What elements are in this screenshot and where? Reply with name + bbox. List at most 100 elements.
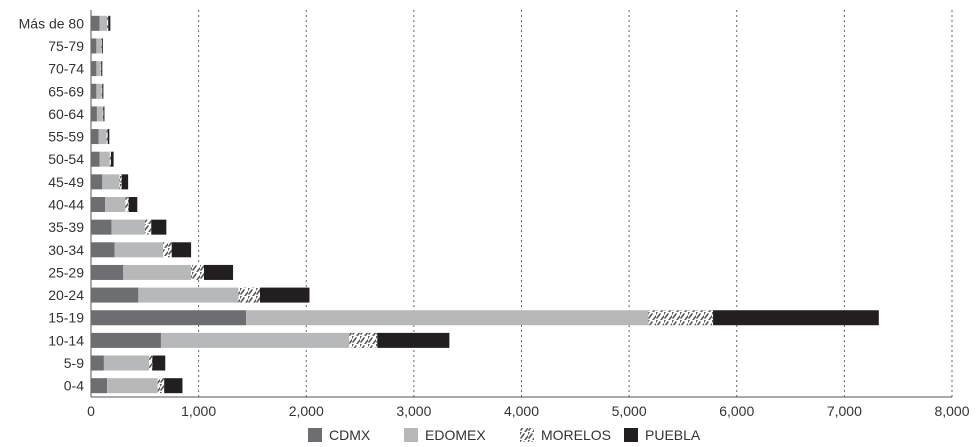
bar-segment-edomex [102,174,120,190]
bar-segment-cdmx [91,106,97,122]
x-tick-label: 3,000 [396,403,431,419]
category-label: 25-29 [48,264,84,280]
bar-segment-edomex [99,15,108,31]
bar-segment-morelos [157,378,165,394]
category-label: Más de 80 [19,15,85,31]
bar-segment-edomex [96,106,103,122]
bar-segment-cdmx [91,129,99,145]
bar-segment-puebla [121,174,129,190]
bar-segment-cdmx [91,61,97,77]
bar-segment-morelos [349,332,378,348]
bar-segment-edomex [160,332,350,348]
category-label: 30-34 [48,242,84,258]
legend-swatch-puebla [624,428,638,442]
x-tick-label: 6,000 [719,403,754,419]
bar-segment-puebla [107,129,110,145]
bar-segment-cdmx [91,355,104,371]
bar-segment-edomex [123,264,192,280]
bar-segment-puebla [128,197,138,212]
bar-segment-puebla [171,242,192,258]
bar-segment-edomex [107,378,158,394]
bar-segment-puebla [377,332,450,348]
bar-segment-cdmx [91,197,105,212]
bar-segment-morelos [163,242,172,258]
bar-segment-edomex [103,355,150,371]
legend-label-cdmx: CDMX [329,427,371,443]
x-tick-label: 7,000 [827,403,862,419]
x-tick-label: 4,000 [504,403,539,419]
legend-swatch-morelos [520,428,534,442]
bars [91,15,879,394]
category-label: 10-14 [48,332,84,348]
bar-segment-morelos [144,219,152,235]
legend-label-puebla: PUEBLA [645,427,701,443]
x-tick-label: 8,000 [934,403,969,419]
x-tick-label: 2,000 [289,403,324,419]
x-tick-label: 1,000 [181,403,216,419]
bar-segment-edomex [96,61,101,77]
bar-segment-morelos [191,264,205,280]
category-label: 55-59 [48,129,84,145]
bar-segment-edomex [138,287,239,303]
bar-segment-puebla [204,264,234,280]
bar-segment-cdmx [91,174,103,190]
bar-segment-morelos [119,174,122,190]
bar-segment-cdmx [91,287,139,303]
bar-segment-puebla [259,287,310,303]
bar-segment-cdmx [91,15,100,31]
bar-segment-cdmx [91,38,97,54]
legend-swatch-edomex [404,428,418,442]
bar-segment-puebla [101,38,103,54]
bar-segment-cdmx [91,310,246,326]
legend-label-morelos: MORELOS [541,427,611,443]
bar-segment-morelos [107,15,109,31]
bar-segment-edomex [114,242,164,258]
bar-segment-cdmx [91,83,97,99]
legend-label-edomex: EDOMEX [425,427,486,443]
bar-segment-edomex [104,197,126,212]
bar-segment-morelos [238,287,260,303]
bar-segment-puebla [164,378,183,394]
bar-segment-cdmx [91,264,124,280]
bar-segment-edomex [99,151,110,167]
category-label: 0-4 [64,378,84,394]
bar-segment-cdmx [91,151,100,167]
bar-segment-cdmx [91,219,112,235]
legend-swatch-cdmx [308,428,322,442]
bar-segment-cdmx [91,378,108,394]
category-label: 45-49 [48,174,84,190]
bar-segment-edomex [96,38,102,54]
bar-segment-morelos [648,310,714,326]
bar-segment-morelos [125,197,129,212]
bar-segment-morelos [109,151,111,167]
bar-segment-edomex [245,310,649,326]
category-label: 20-24 [48,287,84,303]
category-label: 50-54 [48,151,84,167]
category-label: 35-39 [48,219,84,235]
bar-segment-puebla [101,61,103,77]
category-label: 15-19 [48,310,84,326]
tick-labels: 0 1,000 2,000 3,000 4,000 5,000 6,000 7,000 8,00… [87,403,970,419]
category-label: 60-64 [48,106,84,122]
category-label: 5-9 [64,355,84,371]
x-tick-label: 0 [87,403,95,419]
bar-segment-edomex [111,219,145,235]
category-label: 40-44 [48,197,84,213]
bar-segment-cdmx [91,242,115,258]
bar-segment-puebla [102,83,104,99]
bar-segment-puebla [108,15,111,31]
x-tick-label: 5,000 [612,403,647,419]
bar-segment-puebla [110,151,114,167]
bar-segment-morelos [102,106,104,122]
category-label: 65-69 [48,83,84,99]
bar-segment-puebla [713,310,879,326]
bar-segment-morelos [101,38,102,54]
bar-segment-cdmx [91,332,161,348]
category-label: 70-74 [48,61,84,77]
bar-segment-morelos [149,355,153,371]
bar-segment-morelos [101,83,103,99]
category-labels: Más de 80 75-79 70-74 65-69 60-64 55-59 50-54 4… [19,15,85,393]
bar-segment-puebla [151,219,167,235]
category-label: 75-79 [48,38,84,54]
